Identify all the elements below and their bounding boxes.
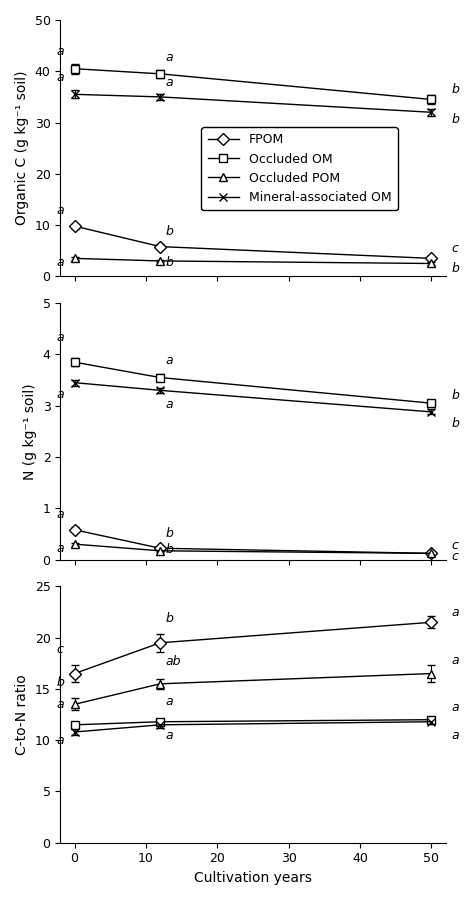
Text: b: b <box>166 256 174 268</box>
Text: a: a <box>166 696 173 708</box>
Text: a: a <box>57 204 64 218</box>
Text: a: a <box>57 698 64 712</box>
Text: b: b <box>451 113 459 127</box>
Y-axis label: Organic C (g kg⁻¹ soil): Organic C (g kg⁻¹ soil) <box>15 71 29 225</box>
Text: b: b <box>451 389 459 402</box>
Legend: FPOM, Occluded OM, Occluded POM, Mineral-associated OM: FPOM, Occluded OM, Occluded POM, Mineral… <box>201 127 398 211</box>
Text: a: a <box>166 729 173 742</box>
Text: b: b <box>166 527 174 540</box>
Text: a: a <box>57 388 64 400</box>
Text: a: a <box>57 543 64 555</box>
Text: a: a <box>57 508 64 521</box>
Text: b: b <box>166 225 174 238</box>
Text: b: b <box>451 262 459 275</box>
Text: a: a <box>451 653 459 667</box>
Text: a: a <box>451 729 459 742</box>
Text: c: c <box>451 551 458 563</box>
Text: a: a <box>166 50 173 64</box>
Text: c: c <box>451 539 458 552</box>
Text: a: a <box>166 76 173 89</box>
Text: ab: ab <box>166 655 182 669</box>
X-axis label: Cultivation years: Cultivation years <box>194 871 312 885</box>
Text: a: a <box>57 734 64 747</box>
Text: a: a <box>57 256 64 268</box>
Text: a: a <box>166 398 173 411</box>
Text: a: a <box>57 45 64 58</box>
Text: b: b <box>451 418 459 430</box>
Text: b: b <box>166 612 174 625</box>
Text: b: b <box>57 676 64 688</box>
Text: a: a <box>451 701 459 714</box>
Text: a: a <box>57 71 64 84</box>
Text: c: c <box>57 644 64 656</box>
Y-axis label: C-to-N ratio: C-to-N ratio <box>15 674 29 755</box>
Text: b: b <box>451 83 459 95</box>
Text: b: b <box>166 543 174 556</box>
Text: a: a <box>57 331 64 344</box>
Text: a: a <box>166 355 173 367</box>
Y-axis label: N (g kg⁻¹ soil): N (g kg⁻¹ soil) <box>23 383 37 480</box>
Text: a: a <box>451 606 459 618</box>
Text: c: c <box>451 241 458 255</box>
